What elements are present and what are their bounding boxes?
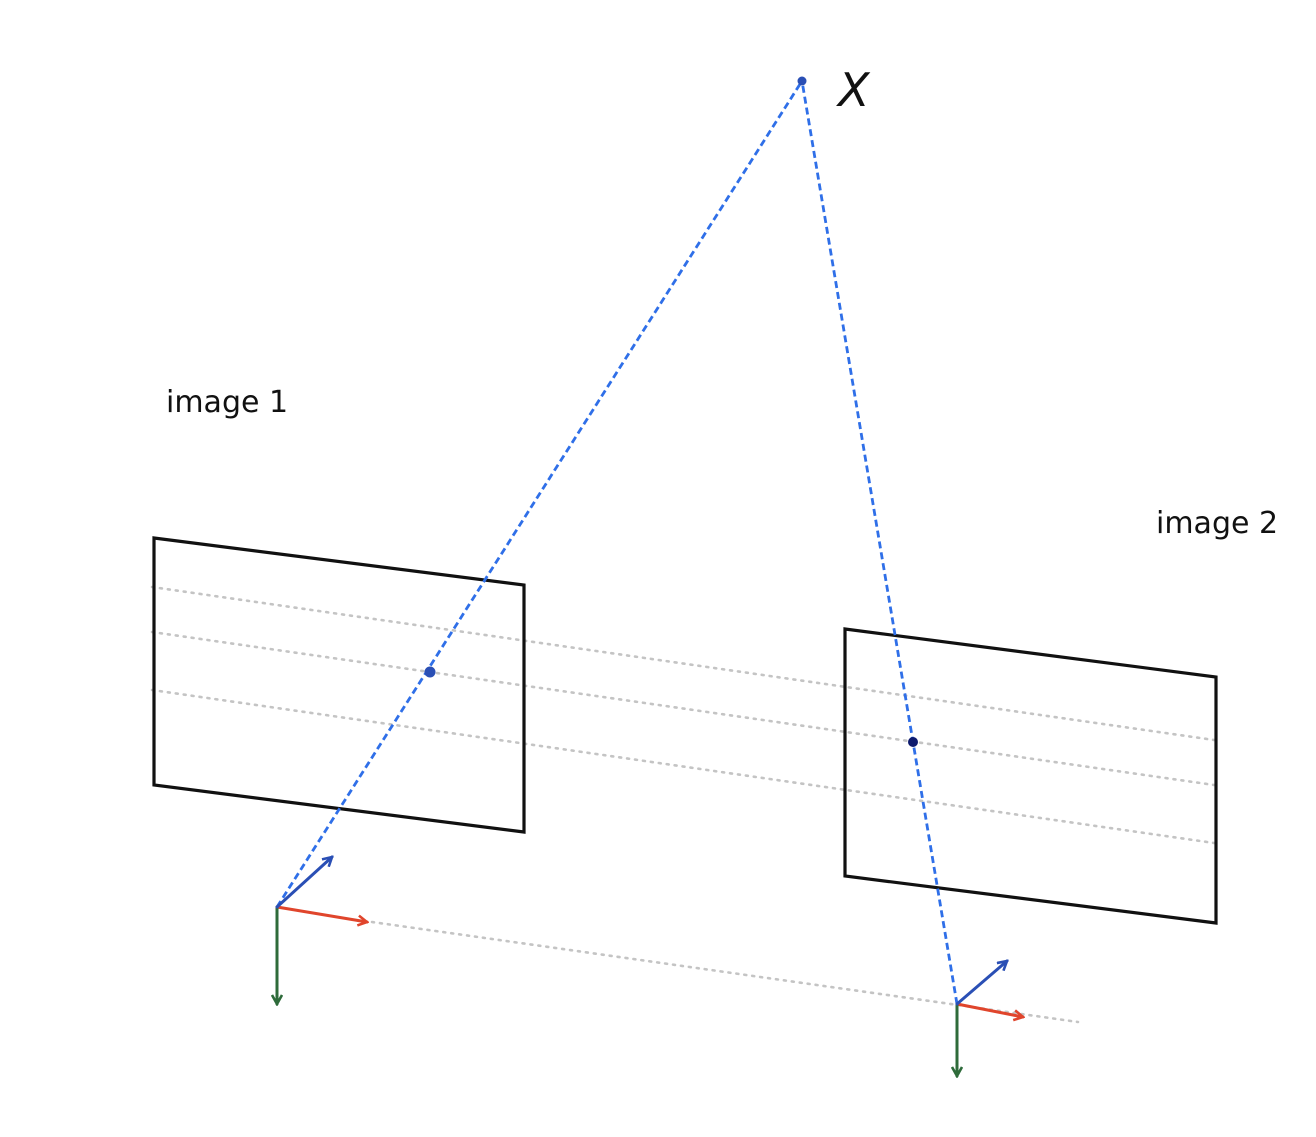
epipolar-line-2 <box>150 630 1216 787</box>
blue-arrow-icon <box>275 857 332 909</box>
red-arrow-icon <box>275 905 367 922</box>
epipolar-line-3 <box>150 688 1216 845</box>
camera-2-axes <box>957 961 1023 1076</box>
red-arrow-icon <box>955 1002 1023 1017</box>
projection-image1 <box>424 666 436 678</box>
epipolar-line-1 <box>150 585 1216 742</box>
image-2-label: image 2 <box>1156 506 1278 541</box>
ray-camera1-to-x <box>275 80 804 908</box>
image-plane-2 <box>843 627 1218 925</box>
ray-camera2-to-x <box>800 80 959 1005</box>
blue-arrow-icon <box>955 961 1007 1006</box>
image-plane-1 <box>152 536 526 834</box>
image-1-label: image 1 <box>166 385 288 420</box>
camera-1-axes <box>277 857 367 1004</box>
point-x-label: X <box>836 63 871 117</box>
projection-image2 <box>908 737 918 747</box>
point-x <box>797 76 807 86</box>
